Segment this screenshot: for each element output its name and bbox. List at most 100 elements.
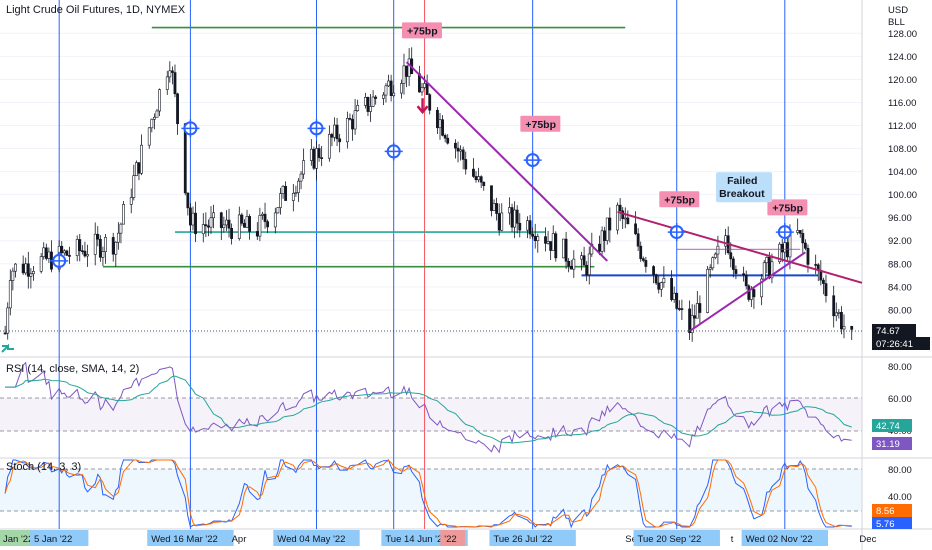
candle-body (734, 269, 738, 274)
candle-body (626, 217, 630, 225)
candle-body (531, 233, 535, 237)
candle-body (567, 260, 571, 267)
stoch-series (4, 459, 852, 529)
candle-body (456, 147, 460, 152)
candle-body (587, 253, 591, 276)
trend-lines (405, 61, 863, 333)
candle-body (850, 326, 854, 330)
rate-hike-label: +75bp (407, 25, 438, 37)
stoch-k-value: 8.56 (876, 506, 895, 517)
candle-body (68, 255, 71, 257)
scroll-arrow-icon[interactable] (1, 343, 14, 353)
candle-body (8, 280, 12, 309)
candle-body (93, 233, 97, 255)
candle-body (747, 285, 751, 300)
candle-body (436, 109, 439, 129)
price-tick-label: 112.00 (888, 121, 916, 132)
candle-body (508, 207, 511, 214)
candle-body (603, 230, 607, 241)
candle-body (122, 204, 125, 225)
candle-body (230, 227, 233, 239)
candle-body (219, 212, 223, 228)
candle-body (454, 142, 457, 149)
candle-body (83, 250, 87, 257)
candle-body (490, 185, 493, 211)
candle-body (695, 303, 699, 319)
unit-label: BLL (888, 17, 905, 28)
price-tick-label: 104.00 (888, 167, 917, 178)
candle-body (291, 192, 295, 201)
candle-body (204, 224, 208, 227)
candle-body (273, 212, 277, 228)
candle-body (510, 207, 514, 228)
candle-body (240, 214, 244, 224)
candle-body (544, 236, 547, 244)
candle-body (569, 265, 573, 270)
countdown-tag (872, 337, 930, 350)
rate-hike-label-box (767, 199, 808, 216)
candle-body (338, 138, 342, 143)
candle-body (366, 97, 370, 112)
candle-body (80, 250, 84, 252)
candle-body (86, 254, 89, 257)
candle-body (194, 212, 197, 235)
candle-body (137, 162, 141, 174)
candle-body (760, 278, 764, 298)
candle-body (605, 217, 609, 241)
candle-body (528, 220, 532, 235)
candle-body (616, 204, 619, 231)
candle-body (263, 213, 267, 222)
candle-body (384, 85, 388, 96)
failed-breakout-text: Failed (727, 175, 757, 187)
candle-body (6, 307, 10, 334)
candle-body (842, 326, 846, 330)
candle-body (639, 245, 643, 259)
candle-body (111, 237, 115, 255)
candle-body (129, 197, 133, 205)
candle-body (801, 233, 805, 244)
candle-body (327, 134, 331, 159)
candle-body (582, 255, 586, 266)
candle-body (495, 203, 499, 214)
time-label-box (741, 530, 829, 546)
candle-body (590, 243, 594, 255)
candle-body (822, 279, 825, 284)
candle-body (572, 258, 576, 270)
candle-body (482, 181, 486, 186)
time-axis-label: Dec (859, 534, 876, 545)
stoch-label: Stoch (14, 3, 3) (6, 461, 82, 473)
candle-body (711, 257, 715, 269)
failed-breakout-text: Breakout (719, 188, 765, 200)
candle-body (533, 235, 537, 242)
rsi-value-tag (872, 419, 912, 432)
candle-body (459, 149, 462, 152)
time-axis-label: t (731, 534, 734, 545)
candle-body (474, 176, 478, 181)
candle-body (659, 282, 663, 290)
candle-body (654, 274, 658, 284)
candle-body (798, 230, 802, 234)
candle-body (387, 80, 390, 87)
candle-body (369, 106, 372, 112)
candle-body (443, 135, 447, 139)
candle-body (518, 222, 522, 231)
candle-body (209, 217, 213, 228)
stoch-band (0, 469, 862, 511)
rsi-tick-60: 60.00 (888, 394, 912, 405)
candle-body (150, 118, 154, 129)
countdown-value: 07:26:41 (876, 339, 913, 350)
candle-body (47, 251, 51, 259)
price-tick-label: 124.00 (888, 52, 917, 63)
rate-hike-label-box (659, 191, 700, 208)
candle-body (294, 192, 298, 194)
rsi-value: 42.74 (876, 421, 900, 432)
candle-body (554, 233, 558, 259)
candle-body (608, 217, 612, 231)
candle-body (402, 65, 406, 84)
stoch-tick-40: 40.00 (888, 492, 912, 503)
candle-body (729, 252, 733, 260)
stoch-k-line (4, 459, 852, 529)
time-axis-label: Tue 26 Jul '22 (493, 534, 552, 545)
